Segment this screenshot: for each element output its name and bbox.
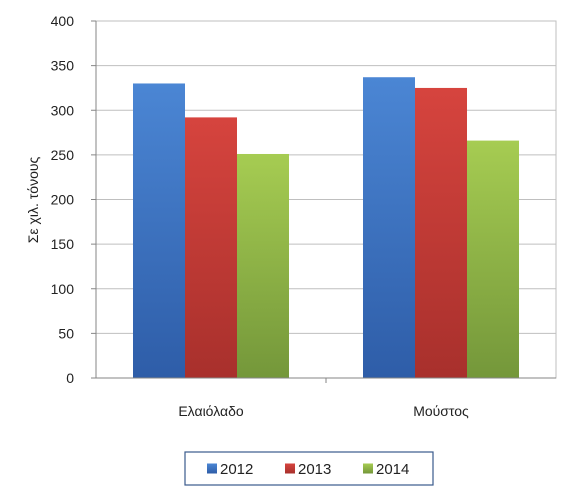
- bar-2014-1: [467, 140, 519, 378]
- x-category-label: Ελαιόλαδο: [178, 403, 244, 419]
- y-tick-label: 0: [66, 370, 74, 386]
- y-tick-label: 150: [51, 236, 75, 252]
- legend-label-2014: 2014: [376, 461, 409, 478]
- x-category-label: Μούστος: [413, 403, 469, 419]
- legend-box: [184, 451, 434, 486]
- y-tick-label: 200: [51, 192, 75, 208]
- y-axis-title: Σε χιλ. τόνους: [25, 156, 41, 243]
- legend-swatch-2014: [363, 463, 373, 474]
- y-tick-label: 250: [51, 147, 75, 163]
- y-tick-label: 50: [58, 325, 74, 341]
- bar-2014-0: [237, 153, 289, 378]
- legend-swatch-2013: [285, 463, 295, 474]
- bar-2013-1: [415, 87, 467, 378]
- axis-labels: 0 50 100 150 200 250 300 350 400 Ελαιόλαδο Μούστος: [51, 13, 469, 419]
- legend-swatch-2012: [207, 463, 217, 474]
- bar-2012-1: [363, 77, 415, 378]
- legend-label-2013: 2013: [298, 461, 331, 478]
- axes: [91, 20, 556, 383]
- bar-2013-0: [185, 117, 237, 378]
- y-tick-label: 400: [51, 13, 75, 29]
- legend-label-2012: 2012: [220, 461, 253, 478]
- bar-2012-0: [133, 83, 185, 378]
- bars: [133, 77, 519, 378]
- legend: 2012 2013 2014: [184, 451, 434, 486]
- y-tick-label: 350: [51, 58, 75, 74]
- y-tick-label: 300: [51, 102, 75, 118]
- y-tick-label: 100: [51, 281, 75, 297]
